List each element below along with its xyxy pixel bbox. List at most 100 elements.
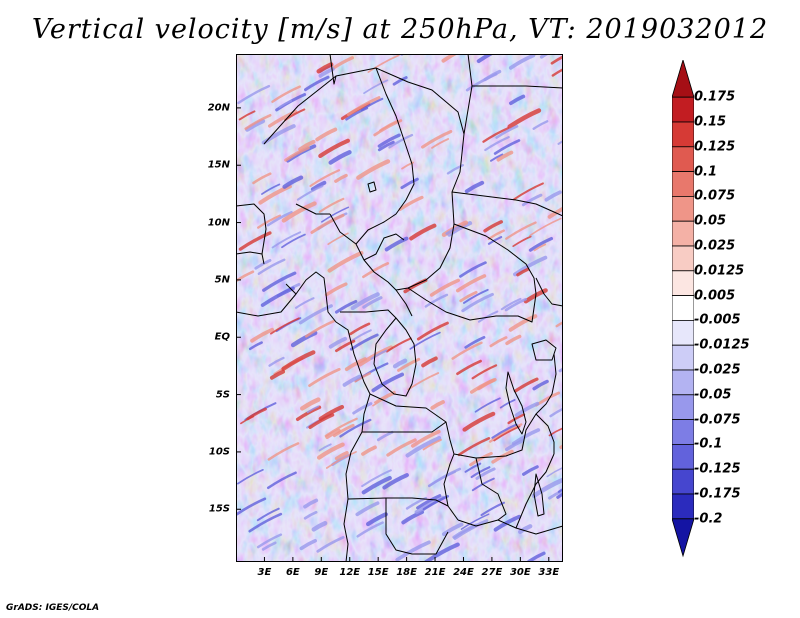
upward-motion-streak [416,321,449,341]
colorbar-label: -0.025 [694,362,741,378]
downward-motion-streak [491,423,518,439]
downward-motion-streak [453,519,489,540]
downward-motion-streak [395,540,431,562]
border-path-22 [285,283,297,295]
downward-motion-streak [266,471,297,490]
upward-motion-streak [410,429,441,448]
border-path-7 [451,191,563,217]
upward-motion-streak [316,442,345,460]
colorbar-bin [672,245,694,272]
downward-motion-streak [268,356,285,367]
downward-motion-streak [557,487,563,493]
border-path-17 [457,519,563,535]
lon-label: 12E [339,567,361,578]
upward-motion-streak [281,350,316,371]
downward-motion-streak [382,473,409,490]
colorbar-label: -0.1 [694,436,723,452]
upward-motion-streak [356,159,391,180]
upward-motion-streak [533,243,547,252]
lake-malawi-path [533,473,545,517]
border-path-23 [395,289,413,317]
downward-motion-streak [424,293,449,308]
downward-motion-streak [388,133,414,149]
upward-motion-streak [459,290,478,303]
downward-motion-streak [401,510,425,525]
upward-motion-streak [267,442,300,461]
downward-motion-streak [489,153,504,162]
upward-motion-streak [421,129,453,149]
downward-motion-streak [409,331,441,350]
upward-motion-streak [244,113,272,131]
downward-motion-streak [360,97,384,112]
upward-motion-streak [441,54,458,63]
colorbar [672,60,694,558]
downward-motion-streak [447,221,473,237]
upward-motion-streak [238,231,272,251]
colorbar-bin [672,121,694,148]
lon-label: 33E [538,567,560,578]
upward-motion-streak [507,108,542,129]
colorbar-bin [672,220,694,247]
downward-motion-streak [514,401,540,417]
downward-motion-streak [476,54,495,64]
border-path-24 [475,457,507,521]
upward-motion-streak [334,451,349,461]
colorbar-label: 0.05 [694,213,727,229]
upward-motion-streak [528,217,562,237]
downward-motion-streak [527,551,546,562]
map-frame [236,54,563,562]
downward-motion-streak [422,494,450,511]
downward-motion-streak [237,84,271,105]
downward-motion-streak [446,164,464,175]
downward-motion-streak [475,467,496,480]
border-path-8 [453,223,537,295]
downward-motion-streak [504,438,525,452]
lon-label: 18E [396,567,417,578]
upward-motion-streak [318,197,345,213]
upward-motion-streak [513,377,539,393]
downward-motion-streak [377,133,401,148]
colorbar-label: 0.005 [694,288,736,304]
upward-motion-streak [386,438,417,457]
upward-motion-streak [361,445,377,456]
lat-label: 5S [215,389,230,401]
lat-label: 5N [214,274,230,286]
upward-motion-streak [325,451,357,469]
border-path-1 [236,203,267,265]
lat-label: EQ [214,331,230,343]
upward-motion-streak [407,372,440,391]
downward-motion-streak [306,405,320,414]
downward-motion-streak [557,139,563,145]
downward-motion-streak [271,231,302,249]
downward-motion-streak [460,513,490,530]
upward-motion-streak [284,146,310,162]
downward-motion-streak [424,542,460,562]
upward-motion-streak [309,169,341,188]
downward-motion-streak [504,297,528,312]
downward-motion-streak [532,379,549,391]
colorbar-label: -0.2 [694,511,723,527]
lat-label: 15N [207,159,230,171]
downward-motion-streak [477,310,499,323]
upward-motion-streak [310,213,345,234]
colorbar-bin [672,419,694,445]
upward-motion-streak [308,367,341,388]
upward-motion-streak [469,451,493,467]
downward-motion-streak [471,477,495,492]
country-borders [236,54,563,562]
downward-motion-streak [513,255,548,277]
downward-motion-streak [493,139,521,155]
colorbar-label: 0.0125 [694,263,745,279]
upward-motion-streak [316,62,334,74]
border-path-10 [407,287,537,323]
downward-motion-streak [321,206,350,223]
colorbar-label: -0.0125 [694,337,750,353]
border-path-14 [347,497,459,521]
downward-motion-streak [248,512,283,533]
colorbar-label: -0.005 [694,312,741,328]
downward-motion-streak [328,336,348,349]
downward-motion-streak [303,498,319,509]
downward-motion-streak [376,430,394,442]
downward-motion-streak [260,286,295,307]
upward-motion-streak [252,172,272,185]
